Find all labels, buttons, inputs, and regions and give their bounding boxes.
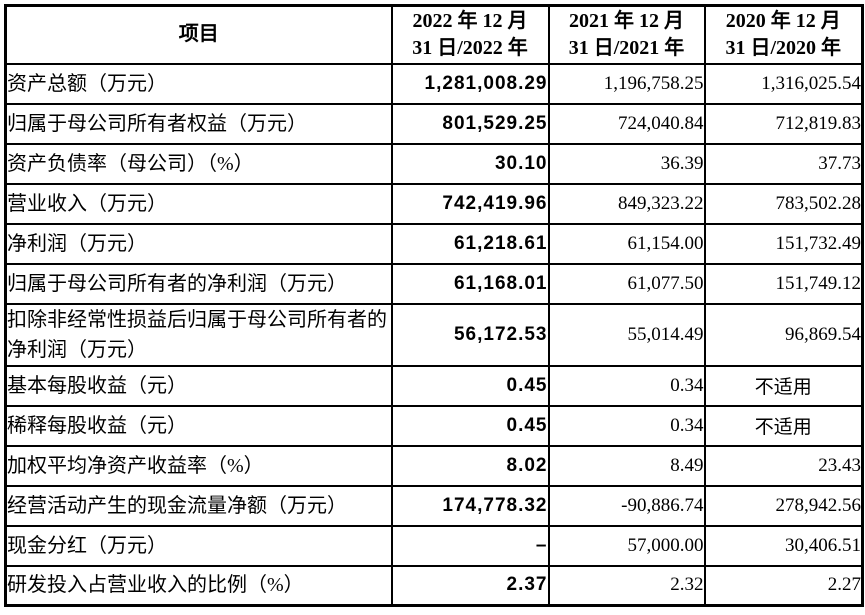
header-line1: 2022 年 12 月 [412,9,528,32]
header-line1: 2021 年 12 月 [569,9,684,32]
header-line2: 31 日/2021 年 [568,36,685,59]
value-2021: 55,014.49 [547,302,706,367]
value-2021: 61,077.50 [547,262,706,305]
value-2022: 0.45 [390,404,550,447]
header-line2: 31 日/2022 年 [412,36,528,59]
table-body: 资产总额（万元） 1,281,008.29 1,196,758.25 1,316… [4,62,864,607]
table-row: 营业收入（万元） 742,419.96 849,323.22 783,502.2… [4,182,864,225]
value-2020: 1,316,025.54 [703,62,864,105]
table-row: 净利润（万元） 61,218.61 61,154.00 151,732.49 [4,222,864,265]
value-2020: 不适用 [703,404,864,447]
financial-summary-table: 项目 2022 年 12 月 31 日/2022 年 2021 年 12 月 3… [4,4,864,607]
value-2021: 0.34 [547,404,706,447]
value-2022: 8.02 [390,444,550,487]
header-line2: 31 日/2020 年 [725,36,842,59]
value-2021: 0.34 [547,364,706,407]
value-2020: 2.27 [703,564,864,607]
value-2021: 849,323.22 [547,182,706,225]
value-2022: 56,172.53 [390,302,550,367]
table-row: 归属于母公司所有者权益（万元） 801,529.25 724,040.84 71… [4,102,864,145]
value-2022: 61,168.01 [390,262,550,305]
table-row: 现金分红（万元） – 57,000.00 30,406.51 [4,524,864,567]
value-2022: 61,218.61 [390,222,550,265]
value-2020: 151,732.49 [703,222,864,265]
value-2020: 37.73 [703,142,864,185]
row-label: 加权平均净资产收益率（%） [4,444,393,487]
row-label: 经营活动产生的现金流量净额（万元） [4,484,393,527]
row-label: 基本每股收益（元） [4,364,393,407]
row-label: 归属于母公司所有者权益（万元） [4,102,393,145]
table-row: 扣除非经常性损益后归属于母公司所有者的净利润（万元） 56,172.53 55,… [4,302,864,367]
row-label: 现金分红（万元） [4,524,393,567]
header-line1: 项目 [178,23,219,46]
row-label: 扣除非经常性损益后归属于母公司所有者的净利润（万元） [4,302,393,367]
column-header-2020: 2020 年 12 月 31 日/2020 年 [703,4,864,65]
row-label: 资产负债率（母公司）（%） [4,142,393,185]
value-2022: 801,529.25 [390,102,550,145]
table-row: 资产总额（万元） 1,281,008.29 1,196,758.25 1,316… [4,62,864,105]
value-2021: 1,196,758.25 [547,62,706,105]
value-2021: 36.39 [547,142,706,185]
value-2021: 8.49 [547,444,706,487]
value-2021: 2.32 [547,564,706,607]
row-label: 稀释每股收益（元） [4,404,393,447]
value-2022: 2.37 [390,564,550,607]
value-2020: 23.43 [703,444,864,487]
value-2021: 57,000.00 [547,524,706,567]
value-2022: 1,281,008.29 [390,62,550,105]
column-header-2022: 2022 年 12 月 31 日/2022 年 [390,4,550,65]
table-row: 基本每股收益（元） 0.45 0.34 不适用 [4,364,864,407]
table-row: 经营活动产生的现金流量净额（万元） 174,778.32 -90,886.74 … [4,484,864,527]
table-row: 资产负债率（母公司）（%） 30.10 36.39 37.73 [4,142,864,185]
header-row: 项目 2022 年 12 月 31 日/2022 年 2021 年 12 月 3… [4,4,864,65]
value-2022: 174,778.32 [390,484,550,527]
table-row: 归属于母公司所有者的净利润（万元） 61,168.01 61,077.50 15… [4,262,864,305]
row-label: 资产总额（万元） [4,62,393,105]
column-header-item: 项目 [4,4,393,65]
value-2021: 724,040.84 [547,102,706,145]
row-label: 净利润（万元） [4,222,393,265]
value-2020: 不适用 [703,364,864,407]
table-row: 加权平均净资产收益率（%） 8.02 8.49 23.43 [4,444,864,487]
value-2020: 96,869.54 [703,302,864,367]
row-label: 营业收入（万元） [4,182,393,225]
header-line1: 2020 年 12 月 [725,9,841,32]
row-label: 归属于母公司所有者的净利润（万元） [4,262,393,305]
value-2021: 61,154.00 [547,222,706,265]
value-2020: 783,502.28 [703,182,864,225]
value-2020: 151,749.12 [703,262,864,305]
value-2020: 278,942.56 [703,484,864,527]
value-2020: 712,819.83 [703,102,864,145]
table-row: 稀释每股收益（元） 0.45 0.34 不适用 [4,404,864,447]
column-header-2021: 2021 年 12 月 31 日/2021 年 [547,4,706,65]
table-row: 研发投入占营业收入的比例（%） 2.37 2.32 2.27 [4,564,864,607]
row-label: 研发投入占营业收入的比例（%） [4,564,393,607]
value-2022: – [390,524,550,567]
value-2020: 30,406.51 [703,524,864,567]
value-2022: 0.45 [390,364,550,407]
value-2021: -90,886.74 [547,484,706,527]
table-header: 项目 2022 年 12 月 31 日/2022 年 2021 年 12 月 3… [4,4,864,65]
value-2022: 742,419.96 [390,182,550,225]
value-2022: 30.10 [390,142,550,185]
